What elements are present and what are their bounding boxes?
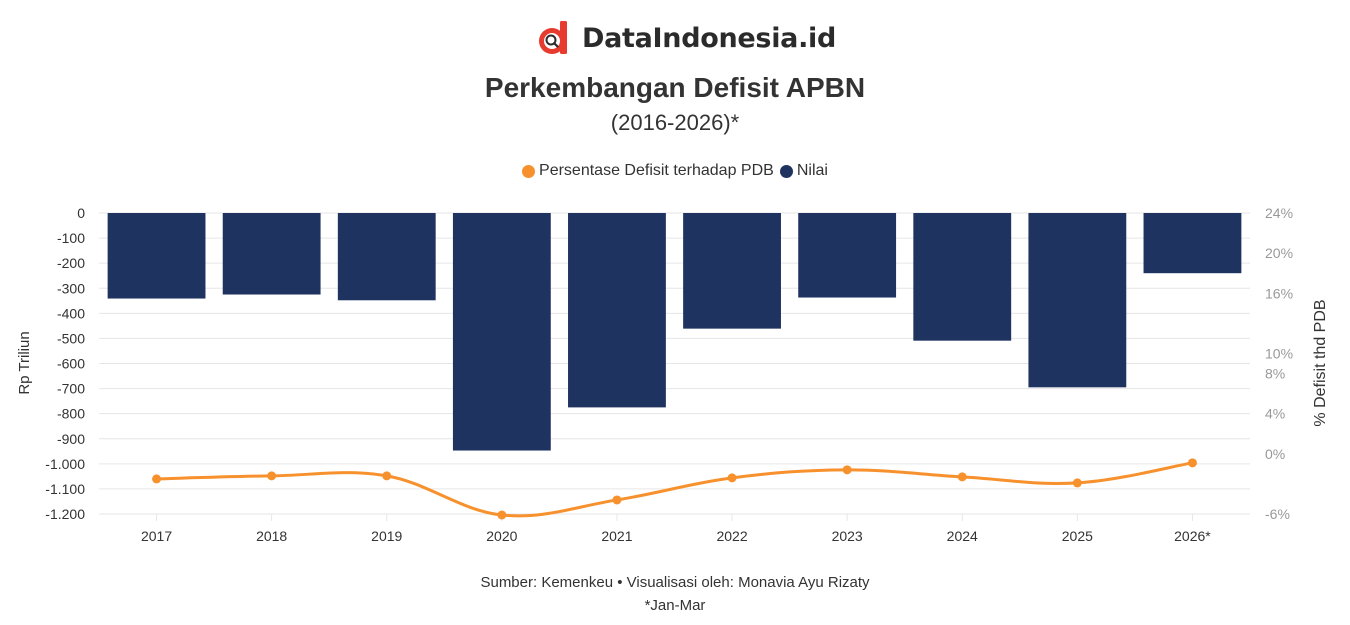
x-tick-label: 2017 — [141, 528, 172, 544]
brand-name: DataIndonesia.id — [582, 22, 837, 54]
brand-logo: DataIndonesia.id — [536, 18, 836, 58]
y2-axis-title: % Defisit thd PDB — [1312, 299, 1329, 426]
legend-label-nilai: Nilai — [796, 162, 828, 179]
bar-nilai — [1143, 213, 1242, 274]
footer-source: Sumber: Kemenkeu • Visualisasi oleh: Mon… — [480, 574, 870, 591]
line-persentase — [156, 461, 1193, 518]
x-tick-label: 2020 — [486, 528, 517, 544]
y-tick-label: -1.000 — [45, 456, 85, 472]
x-tick-label: 2023 — [832, 528, 863, 544]
point-persentase — [267, 471, 277, 481]
footer-note: *Jan-Mar — [644, 597, 706, 614]
legend-dot-bar-icon — [779, 164, 793, 178]
y-tick-label: -400 — [57, 305, 85, 321]
chart-plot: 0 -100 -200 -300 -400 -500 -600 -700 -800 -900 -1.… — [16, 205, 1329, 544]
x-tick-label: 2025 — [1062, 528, 1093, 544]
point-persentase — [1187, 458, 1197, 468]
bar-nilai — [337, 213, 436, 301]
x-tick-label: 2026* — [1174, 528, 1211, 544]
y-tick-label: -300 — [57, 280, 85, 296]
legend-item-nilai[interactable]: Nilai — [779, 162, 828, 180]
y-tick-label: -800 — [57, 406, 85, 422]
y2-tick-label: 0% — [1265, 446, 1285, 462]
y2-tick-label: 4% — [1265, 406, 1285, 422]
chart-title: Perkembangan Defisit APBN — [484, 72, 866, 103]
x-tick-label: 2022 — [716, 528, 747, 544]
legend-item-persentase[interactable]: Persentase Defisit terhadap PDB — [522, 162, 774, 180]
y-tick-label: -500 — [57, 330, 85, 346]
point-persentase — [842, 465, 852, 475]
bar-nilai — [798, 213, 897, 298]
x-tick-label: 2024 — [947, 528, 978, 544]
y2-tick-label: 20% — [1265, 245, 1293, 261]
y-axis-title: Rp Triliun — [16, 331, 33, 394]
y2-tick-label: 10% — [1265, 345, 1293, 361]
bar-nilai — [452, 213, 551, 451]
point-persentase — [612, 495, 622, 505]
bar-nilai — [107, 213, 206, 299]
point-persentase — [727, 473, 737, 483]
y2-tick-label: -6% — [1265, 506, 1290, 522]
bar-nilai — [1028, 213, 1127, 388]
bar-nilai — [568, 213, 666, 408]
point-persentase — [1072, 478, 1082, 488]
y-tick-label: -600 — [57, 356, 85, 372]
x-tick-label: 2018 — [256, 528, 287, 544]
legend-label-persentase: Persentase Defisit terhadap PDB — [539, 162, 774, 179]
dataindonesia-logo-icon — [539, 21, 567, 54]
bar-nilai — [913, 213, 1012, 341]
chart-subtitle: (2016-2026)* — [610, 110, 740, 135]
point-persentase — [497, 510, 507, 520]
y-tick-label: -700 — [57, 381, 85, 397]
y-tick-label: -200 — [57, 255, 85, 271]
y-tick-label: -900 — [57, 431, 85, 447]
x-tick-label: 2021 — [601, 528, 632, 544]
y-tick-label: -1.100 — [45, 481, 85, 497]
chart-legend: Persentase Defisit terhadap PDB Nilai — [0, 162, 1350, 180]
y2-tick-label: 24% — [1265, 205, 1293, 221]
x-tick-label: 2019 — [371, 528, 402, 544]
point-persentase — [957, 472, 967, 482]
bar-nilai — [222, 213, 321, 295]
y-tick-label: -100 — [57, 230, 85, 246]
point-persentase — [152, 474, 162, 484]
y-tick-label: -1.200 — [45, 506, 85, 522]
point-persentase — [382, 471, 392, 481]
y2-tick-label: 8% — [1265, 366, 1285, 382]
legend-dot-line-icon — [522, 164, 536, 178]
bar-nilai — [683, 213, 781, 329]
y-tick-label: 0 — [77, 205, 85, 221]
y2-tick-label: 16% — [1265, 285, 1293, 301]
